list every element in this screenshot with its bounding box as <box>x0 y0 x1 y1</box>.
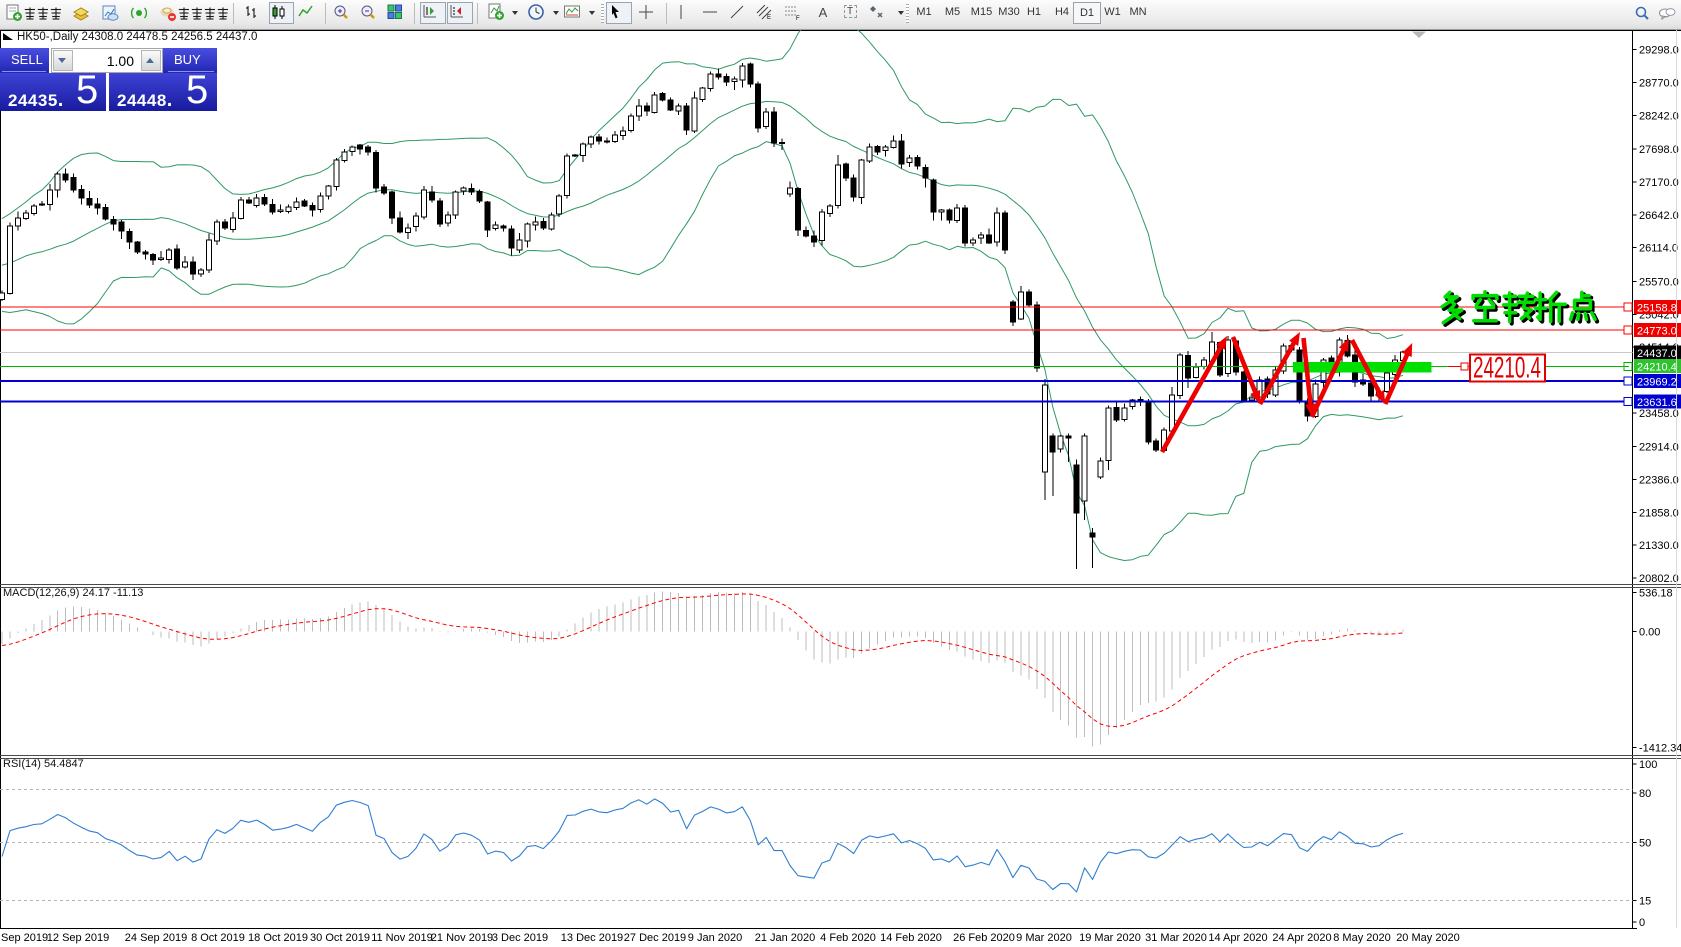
svg-text:24773.0: 24773.0 <box>1637 326 1677 338</box>
svg-text:12 Sep 2019: 12 Sep 2019 <box>47 932 109 944</box>
svg-text:28242.0: 28242.0 <box>1639 110 1679 122</box>
svg-text:21330.0: 21330.0 <box>1639 540 1679 552</box>
svg-text:31 Mar 2020: 31 Mar 2020 <box>1145 932 1207 944</box>
svg-text:25158.8: 25158.8 <box>1637 303 1677 315</box>
svg-text:F: F <box>796 16 800 21</box>
svg-text:24 Apr 2020: 24 Apr 2020 <box>1272 932 1331 944</box>
svg-text:25570.0: 25570.0 <box>1639 277 1679 289</box>
svg-text:24210.4: 24210.4 <box>1637 362 1677 374</box>
svg-text:24 Sep 2019: 24 Sep 2019 <box>125 932 187 944</box>
svg-text:HK50-,Daily 24308.0 24478.5 2: HK50-,Daily 24308.0 24478.5 24256.5 2443… <box>17 31 257 43</box>
svg-text:21 Jan 2020: 21 Jan 2020 <box>755 932 816 944</box>
svg-text:27 Dec 2019: 27 Dec 2019 <box>624 932 686 944</box>
svg-text:22914.0: 22914.0 <box>1639 442 1679 454</box>
svg-text:30 Oct 2019: 30 Oct 2019 <box>310 932 370 944</box>
svg-text:26 Feb 2020: 26 Feb 2020 <box>953 932 1015 944</box>
svg-text:27698.0: 27698.0 <box>1639 144 1679 156</box>
svg-text:13 Dec 2019: 13 Dec 2019 <box>561 932 623 944</box>
svg-text:4 Feb 2020: 4 Feb 2020 <box>820 932 876 944</box>
svg-text:9 Mar 2020: 9 Mar 2020 <box>1016 932 1072 944</box>
svg-text:50: 50 <box>1639 837 1651 849</box>
svg-text:23969.2: 23969.2 <box>1637 377 1677 389</box>
svg-text:8 Oct 2019: 8 Oct 2019 <box>191 932 245 944</box>
svg-text:18 Oct 2019: 18 Oct 2019 <box>248 932 308 944</box>
svg-text:11 Nov 2019: 11 Nov 2019 <box>371 932 433 944</box>
svg-text:23458.0: 23458.0 <box>1639 408 1679 420</box>
svg-text:20 May 2020: 20 May 2020 <box>1396 932 1460 944</box>
svg-text:28770.0: 28770.0 <box>1639 78 1679 90</box>
svg-text:21858.0: 21858.0 <box>1639 507 1679 519</box>
svg-text:Sep 2019: Sep 2019 <box>1 932 48 944</box>
svg-text:0: 0 <box>1639 917 1645 929</box>
svg-text:15: 15 <box>1639 895 1651 907</box>
svg-text:E: E <box>767 15 771 21</box>
svg-text:100: 100 <box>1639 759 1657 771</box>
svg-text:MACD(12,26,9) 24.17 -11.13: MACD(12,26,9) 24.17 -11.13 <box>3 587 143 599</box>
svg-text:14 Feb 2020: 14 Feb 2020 <box>880 932 942 944</box>
svg-text:24210.4: 24210.4 <box>1473 352 1541 385</box>
svg-text:8 May 2020: 8 May 2020 <box>1333 932 1390 944</box>
svg-text:0.00: 0.00 <box>1639 626 1660 638</box>
svg-text:23631.6: 23631.6 <box>1637 397 1677 409</box>
svg-text:536.18: 536.18 <box>1639 588 1673 600</box>
svg-text:27170.0: 27170.0 <box>1639 177 1679 189</box>
svg-text:29298.0: 29298.0 <box>1639 45 1679 57</box>
svg-text:9 Jan 2020: 9 Jan 2020 <box>688 932 742 944</box>
svg-text:RSI(14) 54.4847: RSI(14) 54.4847 <box>3 758 84 770</box>
svg-text:20802.0: 20802.0 <box>1639 573 1679 585</box>
svg-text:14 Apr 2020: 14 Apr 2020 <box>1208 932 1267 944</box>
svg-text:24437.0: 24437.0 <box>1637 348 1677 360</box>
svg-text:26114.0: 26114.0 <box>1639 243 1678 255</box>
svg-text:3 Dec 2019: 3 Dec 2019 <box>492 932 548 944</box>
svg-text:-1412.34: -1412.34 <box>1639 743 1681 755</box>
svg-text:26642.0: 26642.0 <box>1639 210 1679 222</box>
svg-text:21 Nov 2019: 21 Nov 2019 <box>431 932 493 944</box>
svg-text:80: 80 <box>1639 788 1651 800</box>
svg-text:19 Mar 2020: 19 Mar 2020 <box>1079 932 1141 944</box>
svg-text:22386.0: 22386.0 <box>1639 475 1679 487</box>
